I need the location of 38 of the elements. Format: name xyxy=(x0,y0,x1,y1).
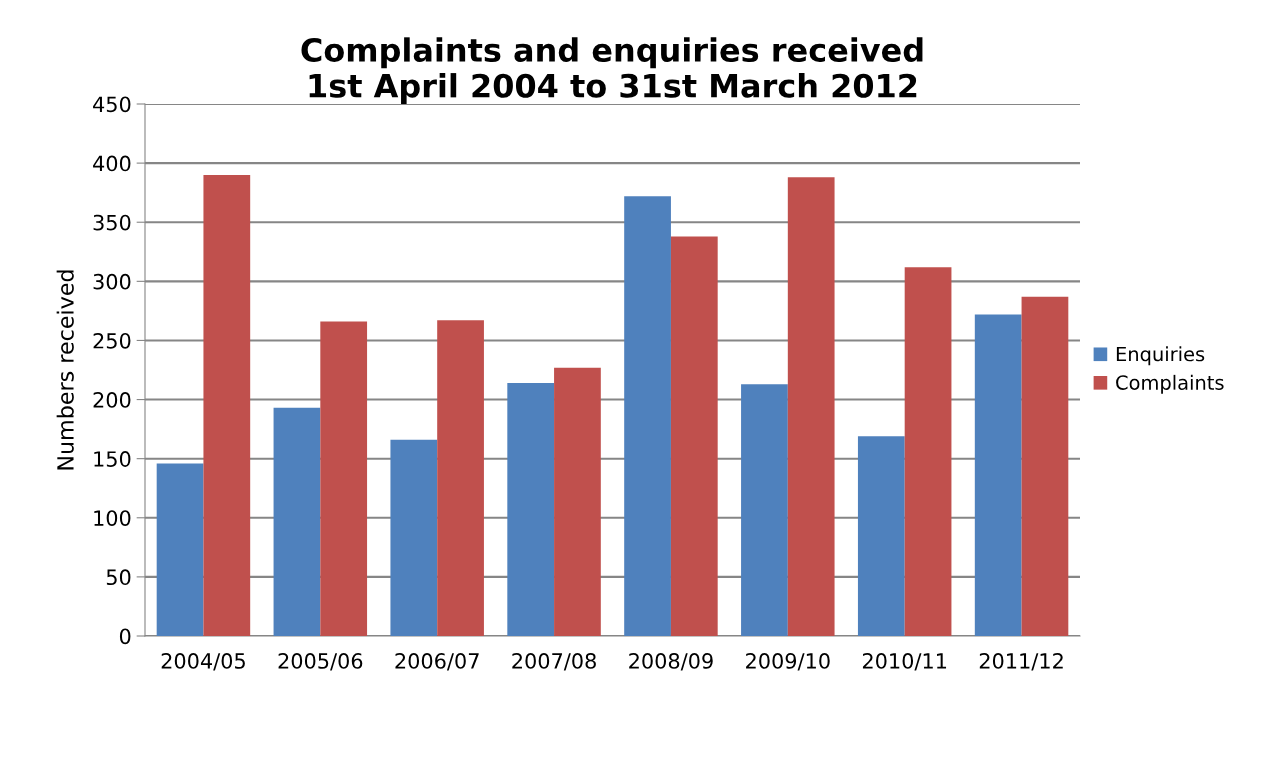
x-tick-label: 2006/07 xyxy=(395,653,479,671)
bar xyxy=(507,383,555,636)
bar xyxy=(904,267,952,636)
x-tick-label: 2004/05 xyxy=(161,653,245,671)
x-tick-label: 2011/12 xyxy=(979,653,1063,671)
bar xyxy=(670,236,718,636)
bar xyxy=(624,196,671,636)
x-tick-label: 2005/06 xyxy=(278,653,363,671)
y-tick-label: 350 xyxy=(93,214,131,231)
x-tick-label: 2010/11 xyxy=(862,653,947,671)
y-axis-title: Numbers received xyxy=(56,270,74,470)
x-tick-label: 2008/09 xyxy=(629,653,713,671)
bar xyxy=(787,177,835,636)
chart-title: Complaints and enquiries received 1st April 2004 to 31st March 2012 xyxy=(301,37,923,104)
y-tick-label: 300 xyxy=(93,273,131,290)
bar xyxy=(320,321,368,636)
bar xyxy=(203,174,251,636)
bar xyxy=(741,384,788,636)
y-tick-label: 450 xyxy=(93,96,131,113)
y-tick-label: 100 xyxy=(94,510,131,526)
bar xyxy=(390,439,438,636)
y-tick-label: 250 xyxy=(93,332,131,349)
bar xyxy=(1021,296,1069,636)
bar xyxy=(974,314,1022,636)
bar xyxy=(554,367,601,636)
bar xyxy=(156,463,204,636)
y-tick-label: 200 xyxy=(93,392,131,408)
legend-label: Complaints xyxy=(1116,374,1224,394)
bar xyxy=(437,320,484,636)
y-tick-label: 50 xyxy=(106,569,131,586)
bar xyxy=(273,407,321,636)
y-tick-label: 150 xyxy=(94,451,131,467)
legend-label: Enquiries xyxy=(1116,346,1205,366)
x-tick-label: 2009/10 xyxy=(746,653,830,671)
bar xyxy=(857,436,905,636)
x-tick-label: 2007/08 xyxy=(512,653,596,671)
y-tick-label: 400 xyxy=(93,155,131,172)
y-tick-label: 0 xyxy=(119,628,131,645)
